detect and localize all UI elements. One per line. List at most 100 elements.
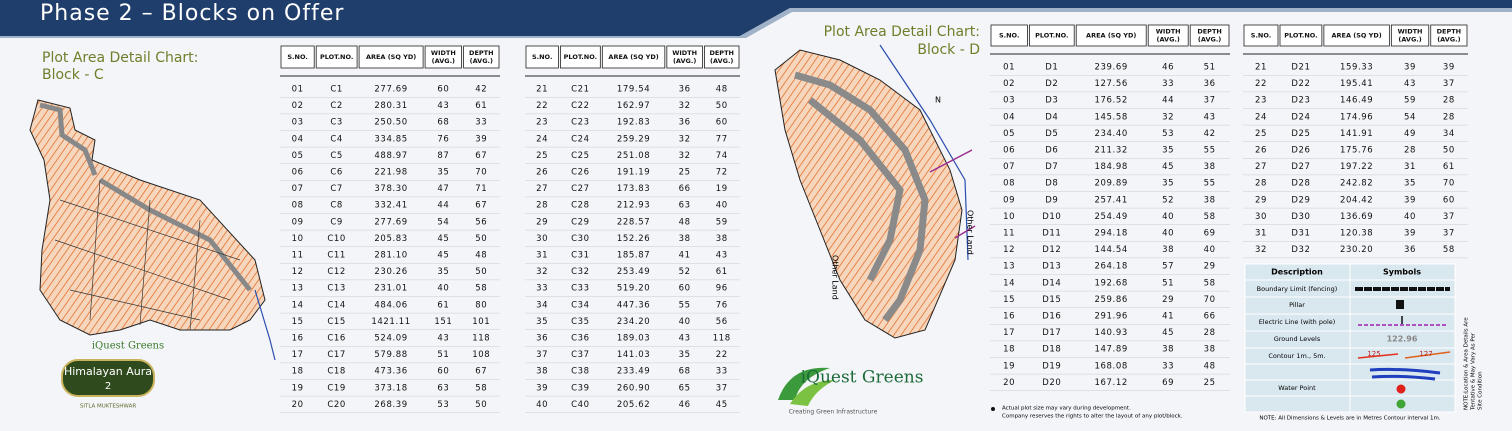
header-label: AREA (SQ YD) xyxy=(1331,32,1381,40)
table-cell: 76 xyxy=(716,300,728,310)
table-cell: 43 xyxy=(679,334,691,344)
table-cell: 61 xyxy=(1443,162,1455,172)
table-cell: 34 xyxy=(1443,129,1455,139)
table-cell: 22 xyxy=(536,101,548,111)
table-cell: D18 xyxy=(1042,345,1061,355)
table-cell: 141.03 xyxy=(617,350,650,360)
table-cell: 66 xyxy=(679,184,691,194)
block-heading: Plot Area Detail Chart: xyxy=(42,50,198,66)
table-cell: 33 xyxy=(475,118,487,128)
table-cell: 230.20 xyxy=(1340,245,1373,255)
table-cell: 22 xyxy=(716,350,728,360)
table-cell: C35 xyxy=(571,317,590,327)
table-cell: 36 xyxy=(679,85,691,95)
project-phase: 2 xyxy=(105,381,111,392)
table-cell: 36 xyxy=(1404,245,1416,255)
table-cell: 30 xyxy=(536,234,548,244)
block-c-map xyxy=(29,99,276,361)
project-logo: iQuest Greens Himalayan Aura 2 SITLA MUK… xyxy=(61,341,164,410)
table-cell: 18 xyxy=(292,367,304,377)
table-cell: 74 xyxy=(716,151,728,161)
block-name: Block - C xyxy=(42,67,104,83)
table-cell: 61 xyxy=(475,101,487,111)
bullet xyxy=(991,407,995,411)
table-cell: 60 xyxy=(437,85,449,95)
header-cell xyxy=(1029,24,1075,47)
location: SITLA MUKTESHWAR xyxy=(80,404,136,410)
table-cell: 136.69 xyxy=(1340,212,1373,222)
table-cell: 50 xyxy=(475,267,487,277)
table-cell: C38 xyxy=(571,367,590,377)
table-cell: D20 xyxy=(1042,378,1061,388)
block-name: Block - D xyxy=(917,42,980,58)
table-cell: 58 xyxy=(1443,245,1455,255)
table-cell: 28 xyxy=(1255,179,1267,189)
header-label: (AVG.) xyxy=(1157,36,1180,44)
header-cell xyxy=(1390,24,1430,47)
symbol-green-point xyxy=(1396,399,1406,409)
table-cell: 69 xyxy=(1204,229,1216,239)
table-cell: 41 xyxy=(679,251,691,261)
side-note: Tentative & May Vary As Per xyxy=(1471,332,1477,411)
table-cell: 37 xyxy=(1443,229,1455,239)
tagline: Creating Green Infrastructure xyxy=(789,409,878,416)
header-label: (AVG.) xyxy=(432,57,455,65)
table-cell: C3 xyxy=(330,118,343,128)
table-cell: 71 xyxy=(475,184,487,194)
table-cell: 58 xyxy=(1204,278,1216,288)
banner xyxy=(0,0,1512,36)
table-cell: C31 xyxy=(571,251,590,261)
table-cell: D5 xyxy=(1045,129,1058,139)
table-cell: 260.90 xyxy=(617,383,650,393)
table-cell: C20 xyxy=(327,400,346,410)
brand: iQuest Greens xyxy=(92,341,164,352)
table-cell: 41 xyxy=(1162,312,1174,322)
table-cell: D4 xyxy=(1045,112,1058,122)
table-cell: D11 xyxy=(1042,229,1061,239)
table-cell: D3 xyxy=(1045,96,1058,106)
table-cell: 24 xyxy=(536,134,548,144)
table-cell: 37 xyxy=(1443,79,1455,89)
table-cell: 197.22 xyxy=(1340,162,1373,172)
table-cell: 35 xyxy=(437,267,449,277)
table-cell: 28 xyxy=(536,201,548,211)
header-label: WIDTH xyxy=(1156,28,1181,36)
badge xyxy=(61,359,155,397)
header-label: PLOT.NO. xyxy=(320,53,353,61)
header-cell xyxy=(666,45,703,69)
north-label: N xyxy=(935,96,941,105)
table-cell: 36 xyxy=(536,334,548,344)
company-logo: iQuest Greens Creating Green Infrastruct… xyxy=(778,368,923,416)
banner-edge xyxy=(0,8,1512,38)
table-cell: 34 xyxy=(536,300,548,310)
brand: iQuest Greens xyxy=(801,368,924,388)
table-cell: 211.32 xyxy=(1095,146,1128,156)
table-cell: 332.41 xyxy=(374,201,407,211)
header-label: (AVG.) xyxy=(1398,36,1421,44)
table-cell: 38 xyxy=(679,234,691,244)
table-cell: 70 xyxy=(1204,295,1216,305)
table-cell: 58 xyxy=(475,383,487,393)
table-cell: 221.98 xyxy=(374,168,407,178)
table-cell: 56 xyxy=(716,317,728,327)
note: Company reserves the rights to alter the… xyxy=(1002,414,1183,420)
table-cell: 61 xyxy=(716,267,728,277)
map-label: Other Land xyxy=(966,210,975,255)
table-cell: 53 xyxy=(1162,129,1174,139)
table-cell: 42 xyxy=(475,85,487,95)
table-cell: 32 xyxy=(1255,245,1267,255)
table-cell: 25 xyxy=(1204,378,1216,388)
table-cell: 259.86 xyxy=(1095,295,1128,305)
table-cell: C5 xyxy=(330,151,343,161)
table-cell: 147.89 xyxy=(1095,345,1128,355)
table-cell: 30 xyxy=(1255,212,1267,222)
table-cell: D21 xyxy=(1291,63,1310,73)
table-cell: 38 xyxy=(1204,345,1216,355)
table-cell: 48 xyxy=(679,217,691,227)
table-cell: 38 xyxy=(716,234,728,244)
table-cell: D13 xyxy=(1042,262,1061,272)
table-cell: C28 xyxy=(571,201,590,211)
table-cell: 60 xyxy=(679,284,691,294)
table-cell: D31 xyxy=(1291,229,1310,239)
table-cell: C24 xyxy=(571,134,590,144)
